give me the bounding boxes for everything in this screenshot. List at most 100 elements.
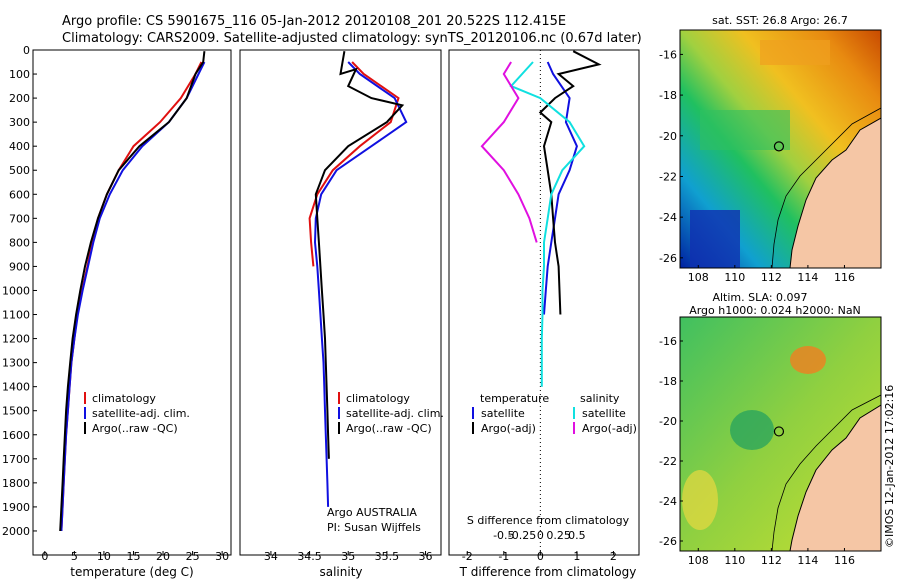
legend-label-temp-satellite: satellite — [481, 407, 525, 420]
sst-map-image — [680, 30, 881, 268]
legend-label-argo: Argo(..raw -QC) — [92, 422, 178, 435]
sla-map-panel: Altim. SLA: 0.097 Argo h1000: 0.024 h200… — [659, 291, 882, 567]
lat-tick-label: -22 — [659, 455, 677, 468]
x-tick-label: 36 — [419, 550, 433, 563]
s-tick-label: 0.5 — [568, 529, 586, 542]
x-tick-label: 5 — [71, 550, 78, 563]
y-tick-label: 500 — [9, 164, 30, 177]
y-tick-label: 600 — [9, 188, 30, 201]
series-line-salinity-argo-adj- — [480, 61, 538, 243]
t-difference-xlabel: T difference from climatology — [459, 565, 637, 579]
temperature-legend: climatology satellite-adj. clim. Argo(..… — [84, 392, 190, 435]
legend-label-satellite: satellite-adj. clim. — [346, 407, 444, 420]
lon-tick-label: 114 — [797, 271, 818, 284]
lat-tick-label: -20 — [659, 130, 677, 143]
lat-tick-label: -20 — [659, 415, 677, 428]
salinity-series — [308, 51, 408, 507]
lat-tick-label: -24 — [659, 495, 677, 508]
y-tick-label: 700 — [9, 212, 30, 225]
salinity-panel: 34 34.5 35 35.5 36 salinity climatology sate… — [239, 49, 444, 579]
y-tick-label: 0 — [23, 44, 30, 57]
coastline — [789, 117, 881, 268]
salinity-legend: climatology satellite-adj. clim. Argo(..… — [338, 392, 444, 435]
x-tick-label: 25 — [186, 550, 200, 563]
temperature-x-axis: 0 5 10 15 20 25 30 — [41, 550, 229, 563]
salinity-xlabel: salinity — [319, 565, 362, 579]
lon-tick-label: 110 — [724, 554, 745, 567]
lat-tick-label: -18 — [659, 375, 677, 388]
temperature-axes-frame — [32, 49, 232, 556]
y-tick-label: 400 — [9, 140, 30, 153]
legend-label-temp-argo: Argo(-adj) — [481, 422, 536, 435]
coastline — [789, 404, 881, 551]
y-tick-label: 1800 — [2, 477, 30, 490]
sst-cold-patch — [690, 210, 740, 268]
lat-tick-label: -26 — [659, 252, 677, 265]
legend-label-argo: Argo(..raw -QC) — [346, 422, 432, 435]
temperature-y-axis: 0 100 200 300 400 500 600 700 800 900 1000 1100 1200… — [2, 44, 37, 538]
y-tick-label: 1400 — [2, 381, 30, 394]
legend-label-climatology: climatology — [346, 392, 410, 405]
lat-tick-label: -16 — [659, 48, 677, 61]
x-tick-label: 0 — [537, 550, 544, 563]
series-line-temperature-satellite — [543, 61, 578, 315]
legend-label-sal-argo: Argo(-adj) — [582, 422, 637, 435]
temperature-panel: 0100200300400500600700800900100011001200… — [2, 44, 232, 579]
sla-map-image — [680, 317, 881, 551]
sla-high-patch — [790, 346, 826, 374]
sla-map-frame — [679, 316, 882, 552]
float-pi-label: PI: Susan Wijffels — [327, 521, 421, 534]
land-mass — [790, 118, 881, 268]
lon-tick-label: 108 — [688, 271, 709, 284]
salinity-x-axis: 34 34.5 35 35.5 36 — [264, 550, 433, 563]
sla-low-patch — [730, 410, 774, 450]
s-tick-label: -0.25 — [508, 529, 536, 542]
sla-patch-southwest — [682, 470, 718, 530]
x-tick-label: 35 — [341, 550, 355, 563]
sla-map-subtitle: Argo h1000: 0.024 h2000: NaN — [689, 304, 861, 317]
figure-title-line1: Argo profile: CS 5901675_116 05-Jan-2012… — [62, 14, 566, 29]
y-tick-label: 1600 — [2, 429, 30, 442]
lat-tick-label: -16 — [659, 335, 677, 348]
lat-tick-label: -22 — [659, 170, 677, 183]
lon-tick-label: 110 — [724, 271, 745, 284]
difference-legend: temperature salinity satellite Argo(-adj… — [472, 392, 637, 435]
x-tick-label: 1 — [573, 550, 580, 563]
lon-tick-label: 108 — [688, 554, 709, 567]
y-tick-label: 1300 — [2, 357, 30, 370]
sst-map-panel: sat. SST: 26.8 Argo: 26.7 108 110 112 114 11… — [659, 14, 882, 284]
land-mass — [790, 405, 881, 551]
sst-map-title: sat. SST: 26.8 Argo: 26.7 — [712, 14, 848, 27]
s-tick-label: 0.25 — [546, 529, 571, 542]
series-line-temperature-argo-adj- — [538, 50, 602, 315]
series-line-argo-raw-qc- — [314, 51, 405, 459]
s-tick-label: 0 — [537, 529, 544, 542]
isobath-line — [771, 107, 881, 268]
sla-map-axes: 108 110 112 114 116 -16 -18 -20 -22 -24 -26 — [659, 335, 855, 567]
sst-map-frame — [679, 29, 882, 269]
sst-warm-patch — [700, 110, 790, 150]
legend-title-salinity: salinity — [580, 392, 620, 405]
x-tick-label: 34 — [264, 550, 278, 563]
x-tick-label: 20 — [156, 550, 170, 563]
difference-panel: -2 -1 0 1 2 S difference from climatology -0… — [448, 49, 640, 579]
float-position-marker — [773, 141, 785, 152]
y-tick-label: 900 — [9, 260, 30, 273]
lon-tick-label: 114 — [797, 554, 818, 567]
x-tick-label: -2 — [462, 550, 473, 563]
legend-label-sal-satellite: satellite — [582, 407, 626, 420]
y-tick-label: 1700 — [2, 453, 30, 466]
y-tick-label: 1000 — [2, 284, 30, 297]
series-line-salinity-satellite — [509, 61, 586, 387]
legend-title-temperature: temperature — [480, 392, 549, 405]
x-tick-label: 2 — [610, 550, 617, 563]
lon-tick-label: 116 — [834, 271, 855, 284]
y-tick-label: 1500 — [2, 405, 30, 418]
y-tick-label: 300 — [9, 116, 30, 129]
lat-tick-label: -24 — [659, 211, 677, 224]
float-position-marker — [773, 426, 785, 437]
salinity-difference-scale: -0.5-0.25 0 0.250.5 — [493, 529, 586, 542]
temperature-series — [59, 51, 206, 532]
y-tick-label: 1200 — [2, 333, 30, 346]
x-tick-label: 0 — [41, 550, 48, 563]
